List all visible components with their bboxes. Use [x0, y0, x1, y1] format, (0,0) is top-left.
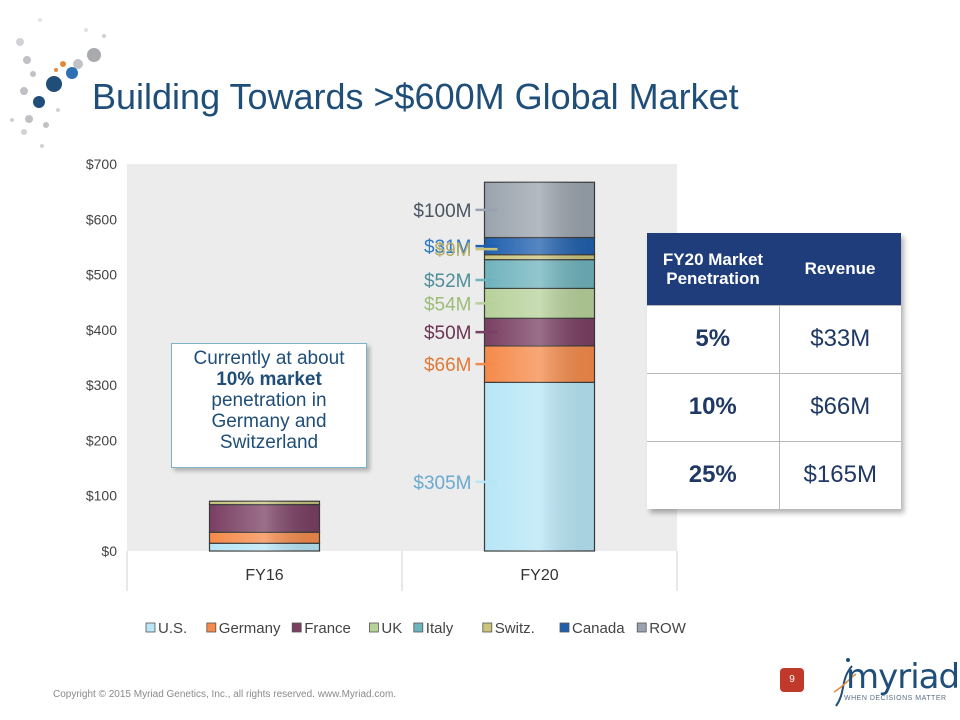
- table-row: 25% $165M: [647, 440, 901, 509]
- table-header-penetration: FY20 Market Penetration: [647, 233, 779, 305]
- legend-swatch: [482, 622, 493, 633]
- y-tick-label: $700: [86, 156, 117, 172]
- bar-value-label: $52M: [424, 271, 472, 292]
- bar-sheen: [209, 532, 320, 544]
- legend-label: ROW: [649, 620, 687, 637]
- myriad-helix-icon: [833, 658, 857, 707]
- x-category-label: FY16: [245, 567, 283, 584]
- bar-sheen: [484, 288, 595, 319]
- bar-sheen: [484, 318, 595, 346]
- bar-sheen: [209, 504, 320, 533]
- y-tick-label: $500: [86, 267, 117, 283]
- bar-sheen: [484, 182, 595, 238]
- legend-label: U.S.: [158, 620, 187, 637]
- x-category-label: FY20: [520, 567, 558, 584]
- bar-value-label: $100M: [413, 201, 471, 222]
- y-tick-label: $0: [101, 543, 117, 559]
- penetration-cell: 5%: [647, 304, 780, 373]
- brand-tagline: WHEN DECISIONS MATTER: [844, 695, 947, 702]
- y-tick-label: $400: [86, 322, 117, 338]
- legend-swatch: [559, 622, 570, 633]
- legend-swatch: [145, 622, 156, 633]
- legend-swatch: [206, 622, 217, 633]
- legend-label: Germany: [219, 620, 281, 637]
- penetration-cell: 10%: [647, 372, 780, 441]
- market-penetration-callout: Currently at about 10% market penetratio…: [171, 343, 367, 468]
- page-number: 9: [780, 668, 804, 692]
- copyright-footer: Copyright © 2015 Myriad Genetics, Inc., …: [53, 689, 397, 700]
- table-row: 10% $66M: [647, 372, 901, 441]
- bar-value-label: $31M: [424, 237, 472, 258]
- page-title: Building Towards >$600M Global Market: [92, 76, 739, 117]
- y-tick-label: $200: [86, 432, 117, 448]
- bar-value-label: $66M: [424, 355, 472, 376]
- penetration-cell: 25%: [647, 440, 780, 509]
- legend-label: Canada: [572, 620, 625, 637]
- callout-line-1: Currently at about: [193, 348, 345, 369]
- bar-sheen: [484, 237, 595, 255]
- legend-label: Italy: [426, 620, 454, 637]
- legend-label: Switz.: [495, 620, 535, 637]
- bar-sheen: [209, 501, 320, 505]
- legend-label: UK: [381, 620, 402, 637]
- bar-sheen: [209, 543, 320, 551]
- bar-value-label: $305M: [413, 473, 471, 494]
- y-tick-label: $600: [86, 211, 117, 227]
- bar-value-label: $50M: [424, 323, 472, 344]
- bar-sheen: [484, 382, 595, 551]
- table-header-revenue: Revenue: [779, 233, 901, 305]
- bar-value-label: $54M: [424, 294, 472, 315]
- legend-swatch: [413, 622, 424, 633]
- legend-swatch: [368, 622, 379, 633]
- legend-swatch: [636, 622, 647, 633]
- bar-value-label: $9M: [435, 240, 472, 261]
- myriad-dots-logo: [10, 18, 106, 148]
- penetration-revenue-table: FY20 Market Penetration Revenue 5% $33M …: [647, 233, 901, 509]
- bar-sheen: [484, 259, 595, 289]
- brand-name: myriad: [846, 657, 960, 697]
- legend-label: France: [304, 620, 351, 637]
- bar-sheen: [484, 345, 595, 383]
- callout-line-5: Switzerland: [219, 432, 319, 453]
- callout-line-2: 10% market: [216, 369, 322, 390]
- y-tick-label: $100: [86, 488, 117, 504]
- bar-sheen: [484, 254, 595, 260]
- table-row: 5% $33M: [647, 304, 901, 373]
- revenue-cell: $33M: [779, 304, 901, 373]
- revenue-cell: $165M: [779, 440, 901, 509]
- callout-line-3: penetration in: [211, 390, 327, 411]
- revenue-cell: $66M: [779, 372, 901, 441]
- y-tick-label: $300: [86, 377, 117, 393]
- legend-swatch: [291, 622, 302, 633]
- callout-line-4: Germany and: [211, 411, 327, 432]
